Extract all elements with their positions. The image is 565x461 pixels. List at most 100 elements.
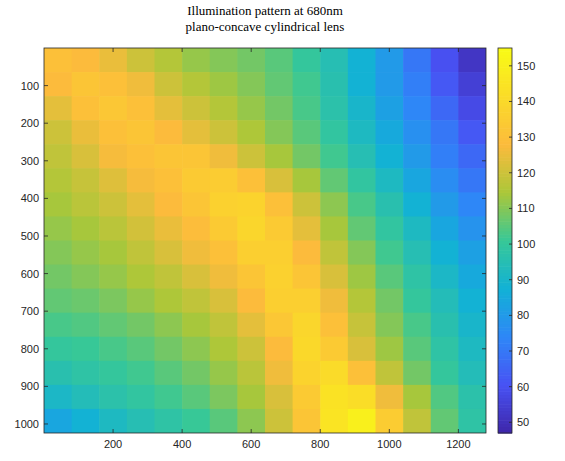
cell bbox=[99, 216, 127, 241]
cell bbox=[99, 409, 127, 433]
cell bbox=[72, 120, 100, 145]
cell bbox=[155, 361, 183, 386]
cell bbox=[320, 385, 348, 410]
cell bbox=[403, 48, 431, 73]
cell bbox=[458, 313, 486, 338]
cell bbox=[210, 216, 238, 241]
cell bbox=[458, 265, 486, 290]
cell bbox=[293, 120, 321, 145]
cell bbox=[155, 313, 183, 338]
cell bbox=[458, 168, 486, 193]
cell bbox=[403, 265, 431, 290]
cell bbox=[155, 409, 183, 433]
cell bbox=[458, 192, 486, 217]
cell bbox=[44, 241, 72, 266]
colorbar-slice bbox=[498, 48, 512, 52]
cell bbox=[99, 192, 127, 217]
cell bbox=[458, 216, 486, 241]
cell bbox=[155, 265, 183, 290]
cell bbox=[431, 72, 459, 97]
cell bbox=[182, 361, 210, 386]
y-tick-label: 500 bbox=[21, 230, 39, 242]
cell bbox=[376, 168, 404, 193]
cell bbox=[127, 72, 155, 97]
cell bbox=[182, 192, 210, 217]
colorbar-tick-label: 140 bbox=[517, 95, 535, 107]
y-tick bbox=[44, 423, 48, 424]
cell bbox=[458, 385, 486, 410]
cell bbox=[182, 289, 210, 314]
cell bbox=[99, 313, 127, 338]
cell bbox=[403, 313, 431, 338]
cell bbox=[210, 192, 238, 217]
colorbar-tick bbox=[509, 172, 512, 173]
cell bbox=[44, 192, 72, 217]
heatmap-cells bbox=[44, 48, 486, 433]
cell bbox=[458, 96, 486, 121]
y-tick bbox=[44, 348, 48, 349]
y-tick-label: 800 bbox=[21, 343, 39, 355]
colorbar-frame bbox=[498, 48, 512, 433]
cell bbox=[348, 72, 376, 97]
y-tick bbox=[482, 386, 486, 387]
cell bbox=[293, 409, 321, 433]
cell bbox=[210, 385, 238, 410]
cell bbox=[431, 96, 459, 121]
x-tick bbox=[320, 48, 321, 52]
colorbar-tick-label: 50 bbox=[517, 416, 529, 428]
cell bbox=[182, 385, 210, 410]
cell bbox=[99, 289, 127, 314]
cell bbox=[293, 144, 321, 169]
plot-frame bbox=[44, 48, 486, 433]
cell bbox=[458, 409, 486, 433]
cell bbox=[348, 385, 376, 410]
cell bbox=[44, 72, 72, 97]
cell bbox=[210, 265, 238, 290]
cell bbox=[348, 409, 376, 433]
cell bbox=[431, 361, 459, 386]
cell bbox=[431, 409, 459, 433]
cell bbox=[99, 144, 127, 169]
cell bbox=[320, 313, 348, 338]
cell bbox=[210, 409, 238, 433]
cell bbox=[265, 385, 293, 410]
cell bbox=[237, 96, 265, 121]
cell bbox=[44, 120, 72, 145]
cell bbox=[320, 168, 348, 193]
cell bbox=[293, 241, 321, 266]
cell bbox=[348, 168, 376, 193]
x-tick bbox=[251, 429, 252, 433]
cell bbox=[403, 361, 431, 386]
cell bbox=[72, 361, 100, 386]
cell bbox=[320, 192, 348, 217]
cell bbox=[155, 96, 183, 121]
cell bbox=[376, 144, 404, 169]
y-tick bbox=[482, 311, 486, 312]
cell bbox=[403, 192, 431, 217]
x-tick bbox=[458, 48, 459, 52]
cell bbox=[237, 216, 265, 241]
cell bbox=[237, 361, 265, 386]
cell bbox=[127, 409, 155, 433]
cell bbox=[44, 289, 72, 314]
cell bbox=[320, 144, 348, 169]
cell bbox=[348, 48, 376, 73]
cell bbox=[155, 72, 183, 97]
x-tick bbox=[389, 429, 390, 433]
cell bbox=[155, 216, 183, 241]
cell bbox=[182, 313, 210, 338]
colorbar-tick bbox=[509, 315, 512, 316]
cell bbox=[265, 313, 293, 338]
cell bbox=[72, 168, 100, 193]
cell bbox=[44, 168, 72, 193]
cell bbox=[44, 144, 72, 169]
cell bbox=[237, 337, 265, 362]
cell bbox=[182, 265, 210, 290]
cell bbox=[403, 385, 431, 410]
colorbar-tick bbox=[509, 208, 512, 209]
cell bbox=[155, 120, 183, 145]
colorbar-tick-label: 60 bbox=[517, 381, 529, 393]
colorbar-tick bbox=[509, 137, 512, 138]
cell bbox=[155, 192, 183, 217]
cell bbox=[403, 216, 431, 241]
